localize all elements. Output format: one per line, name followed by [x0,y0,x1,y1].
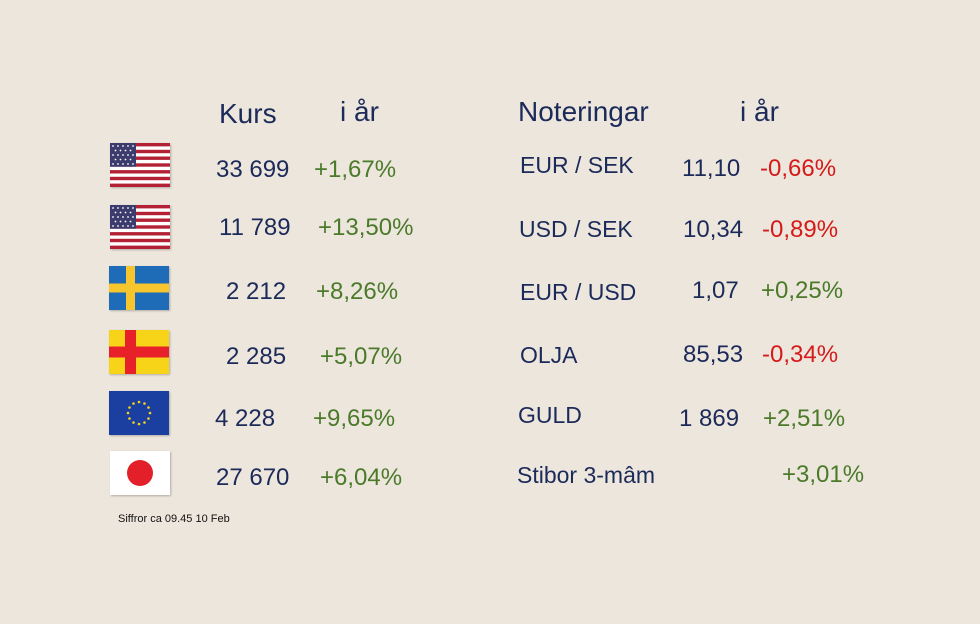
index-value: 27 670 [216,464,290,491]
quote-value: 85,53 [683,341,744,368]
index-value: 33 699 [216,156,290,183]
quote-label: USD / SEK [519,216,633,242]
aland-flag-icon [109,330,169,374]
index-change: +13,50% [318,214,414,241]
index-value: 2 212 [226,278,287,305]
index-value: 4 228 [215,405,276,432]
usa-flag-icon [110,143,170,187]
index-change: +1,67% [314,156,397,183]
header-kurs: Kurs [219,98,277,129]
index-change: +8,26% [316,278,399,305]
quote-value: 10,34 [683,216,744,243]
quote-label: OLJA [520,342,578,368]
quote-label: Stibor 3-mâm [517,462,656,488]
quote-change: +2,51% [763,405,846,432]
index-change: +9,65% [313,405,396,432]
eu-flag-icon [109,391,169,435]
index-value: 11 789 [219,214,291,241]
sweden-flag-icon [109,266,169,310]
quote-label: EUR / USD [520,279,637,305]
index-change: +5,07% [320,343,403,370]
usa-flag-icon [110,205,170,249]
japan-flag-icon [110,451,170,495]
quote-label: GULD [518,402,582,428]
quote-label: EUR / SEK [520,152,634,178]
quote-change: -0,66% [760,155,837,182]
header-iar-left: i år [340,96,379,127]
index-value: 2 285 [226,343,287,370]
quote-value: 1 869 [679,405,740,432]
footnote: Siffror ca 09.45 10 Feb [118,513,230,525]
index-change: +6,04% [320,464,403,491]
quote-change: +0,25% [761,277,844,304]
quote-value: 11,10 [682,155,741,182]
quote-value: 1,07 [692,277,739,304]
quote-change: -0,89% [762,216,839,243]
quote-change: -0,34% [762,341,839,368]
header-iar-right: i år [740,96,779,127]
header-noteringar: Noteringar [518,96,649,127]
quote-change: +3,01% [782,461,865,488]
